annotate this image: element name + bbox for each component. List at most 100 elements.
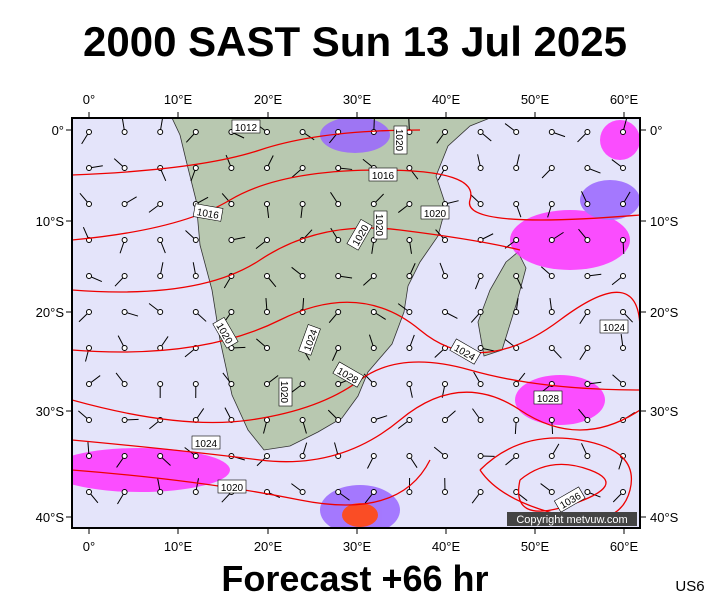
station xyxy=(549,238,554,243)
lon-label-bottom: 40°E xyxy=(432,539,461,554)
station xyxy=(193,238,198,243)
station xyxy=(407,202,412,207)
station xyxy=(193,130,198,135)
station xyxy=(514,166,519,171)
lon-label-bottom: 20°E xyxy=(254,539,283,554)
station xyxy=(549,310,554,315)
station xyxy=(229,202,234,207)
station xyxy=(336,346,341,351)
isobar-label: 1012 xyxy=(232,120,260,134)
station xyxy=(87,382,92,387)
lon-label-bottom: 30°E xyxy=(343,539,372,554)
isobar-label: 1020 xyxy=(278,378,292,406)
station xyxy=(158,454,163,459)
station xyxy=(122,418,127,423)
station xyxy=(265,166,270,171)
station xyxy=(443,310,448,315)
station xyxy=(158,382,163,387)
station xyxy=(87,490,92,495)
station xyxy=(265,274,270,279)
station xyxy=(158,202,163,207)
station xyxy=(371,130,376,135)
station xyxy=(371,418,376,423)
station xyxy=(407,418,412,423)
lat-label-left: 10°S xyxy=(36,214,65,229)
station xyxy=(407,382,412,387)
lon-label-bottom: 0° xyxy=(83,539,95,554)
station xyxy=(122,490,127,495)
station xyxy=(514,382,519,387)
station xyxy=(229,238,234,243)
station xyxy=(122,346,127,351)
station xyxy=(158,490,163,495)
station xyxy=(514,418,519,423)
station xyxy=(265,238,270,243)
station xyxy=(585,130,590,135)
station xyxy=(229,166,234,171)
station xyxy=(621,274,626,279)
station xyxy=(265,202,270,207)
station xyxy=(621,382,626,387)
station xyxy=(336,274,341,279)
station xyxy=(514,454,519,459)
station xyxy=(407,346,412,351)
station xyxy=(443,238,448,243)
lon-label-bottom: 60°E xyxy=(610,539,639,554)
station xyxy=(122,166,127,171)
station xyxy=(514,130,519,135)
station xyxy=(585,490,590,495)
station xyxy=(300,166,305,171)
station xyxy=(265,310,270,315)
lat-label-left: 30°S xyxy=(36,404,65,419)
isobar-value: 1012 xyxy=(235,123,258,134)
station xyxy=(621,166,626,171)
station xyxy=(87,274,92,279)
station xyxy=(336,166,341,171)
station xyxy=(158,346,163,351)
station xyxy=(478,130,483,135)
isobar-label: 1020 xyxy=(218,480,246,494)
station xyxy=(585,382,590,387)
station xyxy=(122,310,127,315)
station xyxy=(478,418,483,423)
station xyxy=(265,454,270,459)
station xyxy=(87,166,92,171)
isobar-value: 1024 xyxy=(195,439,218,450)
station xyxy=(549,166,554,171)
station xyxy=(585,310,590,315)
station xyxy=(621,346,626,351)
station xyxy=(122,454,127,459)
station xyxy=(478,202,483,207)
station xyxy=(158,130,163,135)
station xyxy=(621,202,626,207)
station xyxy=(371,382,376,387)
station xyxy=(621,490,626,495)
station xyxy=(193,454,198,459)
station xyxy=(158,274,163,279)
lon-label-top: 40°E xyxy=(432,92,461,107)
isobar-label: 1016 xyxy=(369,168,397,182)
station xyxy=(549,454,554,459)
station xyxy=(585,346,590,351)
station xyxy=(585,418,590,423)
station xyxy=(407,310,412,315)
station xyxy=(549,274,554,279)
station xyxy=(585,202,590,207)
station xyxy=(585,454,590,459)
isobar-value: 1016 xyxy=(372,171,395,182)
station xyxy=(336,310,341,315)
lon-label-bottom: 10°E xyxy=(164,539,193,554)
station xyxy=(300,274,305,279)
station xyxy=(122,382,127,387)
station xyxy=(265,346,270,351)
station xyxy=(336,202,341,207)
station xyxy=(549,130,554,135)
lon-label-top: 10°E xyxy=(164,92,193,107)
isobar-value: 1024 xyxy=(603,323,626,334)
station xyxy=(193,382,198,387)
station xyxy=(621,238,626,243)
lat-label-right: 10°S xyxy=(650,214,679,229)
station xyxy=(549,490,554,495)
